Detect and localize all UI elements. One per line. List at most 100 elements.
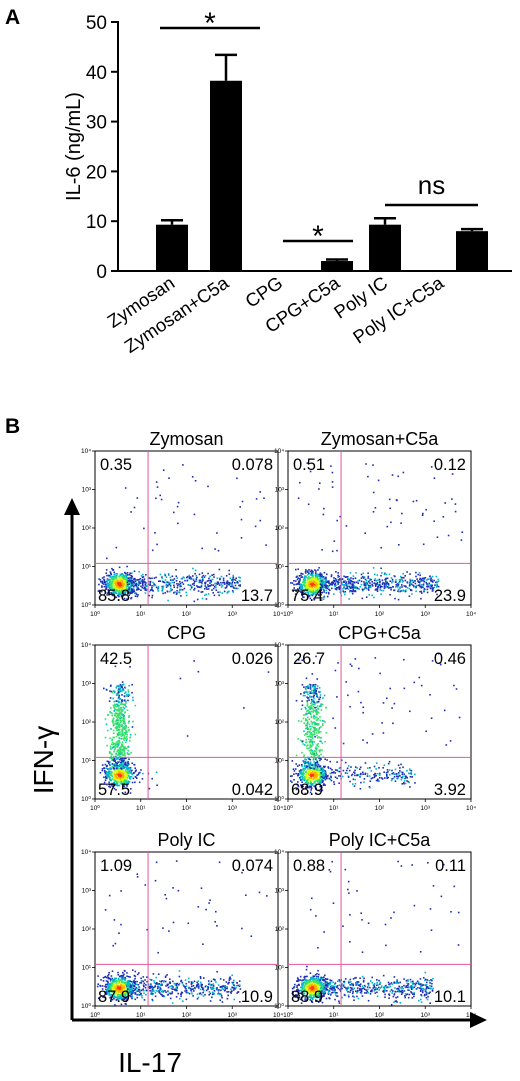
event-dot <box>406 581 409 583</box>
flow-plot-5: Poly IC10⁰10⁰10¹10¹10²10²10³10³10⁴10⁴1.0… <box>81 830 283 1019</box>
event-dot <box>102 996 104 998</box>
event-dot <box>125 574 128 577</box>
event-dot <box>307 716 309 719</box>
event-dot <box>116 780 118 783</box>
plot-title: CPG <box>167 623 206 643</box>
event-dot <box>131 762 134 764</box>
event-dot <box>173 584 175 587</box>
event-dot <box>226 991 228 993</box>
event-dot <box>232 981 234 984</box>
event-dot <box>228 979 231 981</box>
event-dot <box>311 770 314 772</box>
event-dot <box>125 572 127 575</box>
event-dot <box>226 997 229 1000</box>
event-dot <box>334 776 337 778</box>
y-tick-label: 10⁰ <box>81 1002 91 1010</box>
event-dot <box>235 587 237 590</box>
event-dot <box>103 687 105 690</box>
event-dot <box>317 705 319 707</box>
event-dot <box>415 590 417 593</box>
event-dot <box>153 577 156 579</box>
event-dot <box>402 766 404 769</box>
event-dot <box>169 576 172 579</box>
event-dot <box>110 975 113 977</box>
event-dot <box>176 586 179 589</box>
event-dot <box>114 778 117 781</box>
event-dot <box>125 779 128 781</box>
event-dot <box>119 773 121 775</box>
event-dot <box>191 988 193 991</box>
event-dot <box>120 592 122 595</box>
event-dot <box>106 991 108 994</box>
event-dot <box>115 596 118 599</box>
event-dot <box>423 578 426 581</box>
event-dot <box>133 979 135 982</box>
event-dot <box>393 775 396 778</box>
event-dot <box>149 584 151 586</box>
event-dot <box>171 575 174 578</box>
event-dot <box>201 576 203 578</box>
event-dot <box>116 762 118 764</box>
event-dot <box>311 704 313 707</box>
event-dot <box>368 775 371 777</box>
event-dot <box>345 581 348 583</box>
event-dot <box>312 592 315 595</box>
event-dot <box>319 777 321 780</box>
event-dot <box>142 573 144 576</box>
event-dot <box>383 587 386 589</box>
event-dot <box>116 694 118 696</box>
event-dot <box>312 692 315 695</box>
event-dot <box>112 996 114 999</box>
event-dot <box>289 780 292 782</box>
event-dot <box>318 567 320 569</box>
event-dot <box>108 993 110 996</box>
event-dot <box>309 745 312 747</box>
event-dot <box>403 773 405 776</box>
event-dot <box>119 712 122 714</box>
event-dot <box>367 589 370 591</box>
y-tick-label: 10¹ <box>82 965 92 972</box>
event-dot <box>211 578 214 581</box>
event-dot <box>423 580 426 583</box>
event-dot <box>255 498 258 500</box>
event-dot <box>113 736 115 739</box>
event-dot <box>117 750 120 752</box>
event-dot <box>347 578 349 580</box>
event-dot <box>121 694 123 696</box>
event-dot <box>308 579 310 581</box>
event-dot <box>106 993 108 995</box>
event-dot <box>176 584 179 587</box>
event-dot <box>371 594 373 597</box>
event-dot <box>385 581 387 584</box>
event-dot <box>304 706 306 709</box>
event-dot <box>313 597 315 600</box>
event-dot <box>388 498 391 501</box>
event-dot <box>122 737 125 740</box>
event-dot <box>120 990 122 992</box>
event-dot <box>302 591 305 594</box>
event-dot <box>306 700 309 702</box>
event-dot <box>108 700 111 702</box>
event-dot <box>390 586 392 589</box>
event-dot <box>188 574 190 577</box>
event-dot <box>337 586 339 589</box>
event-dot <box>113 700 116 703</box>
event-dot <box>168 583 171 586</box>
event-dot <box>367 575 370 578</box>
event-dot <box>106 988 108 991</box>
event-dot <box>430 580 432 582</box>
event-dot <box>298 777 301 779</box>
event-dot <box>112 720 115 722</box>
event-dot <box>387 776 389 779</box>
event-dot <box>309 780 312 782</box>
event-dot <box>303 769 305 772</box>
x-tick-label: 10¹ <box>136 1012 146 1019</box>
event-dot <box>118 593 121 596</box>
event-dot <box>338 588 341 590</box>
event-dot <box>315 709 318 711</box>
event-dot <box>122 995 125 998</box>
event-dot <box>345 525 348 527</box>
event-dot <box>418 581 421 583</box>
event-dot <box>350 590 353 592</box>
event-dot <box>117 743 120 746</box>
